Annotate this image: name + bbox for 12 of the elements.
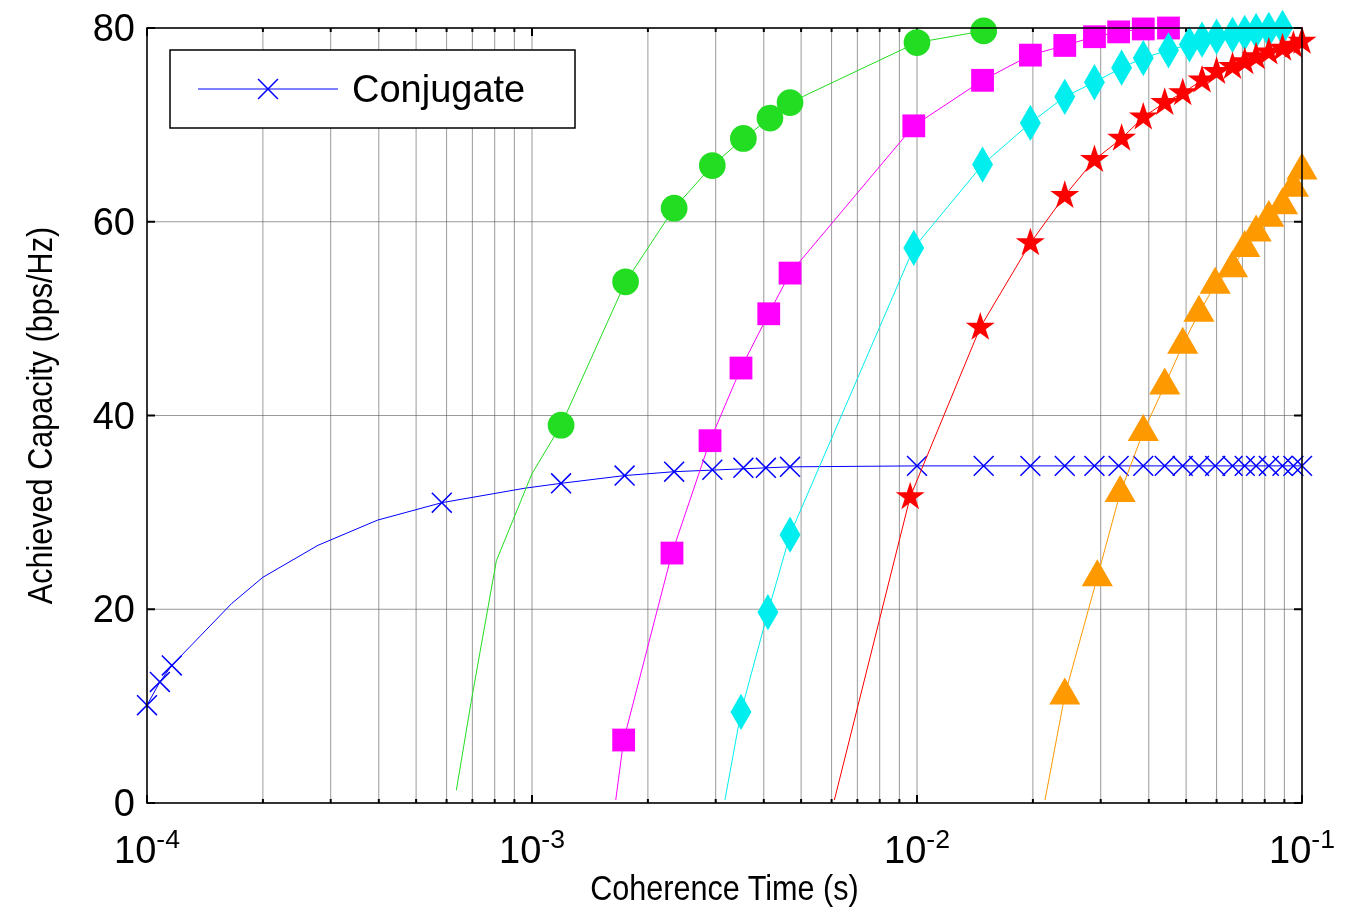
- legend-label: Conjugate: [352, 68, 526, 110]
- x-tick-label: 10$^{-2}$: [884, 824, 950, 871]
- y-tick-label: 80: [92, 7, 135, 49]
- x-tick-label: 10$^{-3}$: [499, 824, 565, 871]
- y-tick-label: 60: [92, 200, 135, 243]
- y-axis-title: Achieved Capacity (bps/Hz): [19, 226, 60, 605]
- x-tick-label: 10$^{-1}$: [1269, 824, 1335, 871]
- x-axis-title: Coherence Time (s): [590, 867, 859, 908]
- x-tick-label: 10$^{-4}$: [114, 824, 181, 871]
- y-tick-label: 20: [92, 588, 135, 631]
- y-tick-label: 0: [113, 782, 135, 824]
- y-tick-label: 40: [92, 394, 135, 437]
